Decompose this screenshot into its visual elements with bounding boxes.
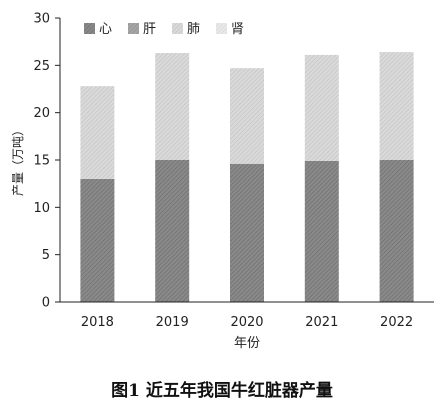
- legend-swatch-心: [84, 23, 95, 34]
- bar-segment-肺-2021: [304, 54, 339, 161]
- legend-swatch-肾: [216, 23, 227, 34]
- legend-swatch-肝: [128, 23, 139, 34]
- y-tick-label: 0: [42, 296, 50, 311]
- x-axis-ticks: 2018 2019 2020 2021 2022: [81, 315, 413, 330]
- x-tick-label: 2019: [156, 315, 189, 330]
- x-tick-label: 2022: [380, 315, 413, 330]
- y-tick-label: 20: [33, 106, 50, 121]
- y-tick-label: 5: [42, 248, 50, 263]
- bar-segment-心-2020: [230, 163, 264, 302]
- y-tick-label: 30: [33, 12, 50, 27]
- bar-segment-肺-2020: [230, 68, 264, 164]
- bar-segment-心-2019: [155, 160, 190, 302]
- bar-segment-心-2018: [80, 178, 115, 302]
- y-tick-label: 10: [33, 201, 50, 216]
- bar-segment-心-2022: [379, 160, 414, 302]
- y-axis-title-group: 产量（万吨）: [11, 124, 25, 196]
- legend-label-肾: 肾: [231, 22, 244, 37]
- legend-label-心: 心: [99, 22, 112, 37]
- bar-segment-肺-2018: [80, 86, 115, 179]
- x-axis-title: 年份: [234, 336, 260, 351]
- bar-segment-心-2021: [304, 160, 339, 302]
- y-tick-label: 25: [33, 59, 50, 74]
- x-tick-label: 2021: [305, 315, 338, 330]
- legend-swatch-肺: [172, 23, 183, 34]
- y-tick-label: 15: [33, 154, 50, 169]
- y-axis-title: 产量（万吨）: [11, 124, 25, 196]
- legend-label-肝: 肝: [143, 22, 156, 37]
- y-axis-ticks: 0 5 10 15 20 25 30: [33, 12, 60, 311]
- bars-group: [80, 52, 414, 302]
- x-tick-label: 2020: [230, 315, 263, 330]
- legend: 心肝肺肾: [84, 22, 244, 37]
- bar-segment-肺-2019: [155, 53, 190, 160]
- legend-label-肺: 肺: [187, 22, 200, 37]
- bar-segment-肺-2022: [379, 52, 414, 160]
- figure-caption: 图1 近五年我国牛红脏器产量: [111, 381, 333, 401]
- x-tick-label: 2018: [81, 315, 114, 330]
